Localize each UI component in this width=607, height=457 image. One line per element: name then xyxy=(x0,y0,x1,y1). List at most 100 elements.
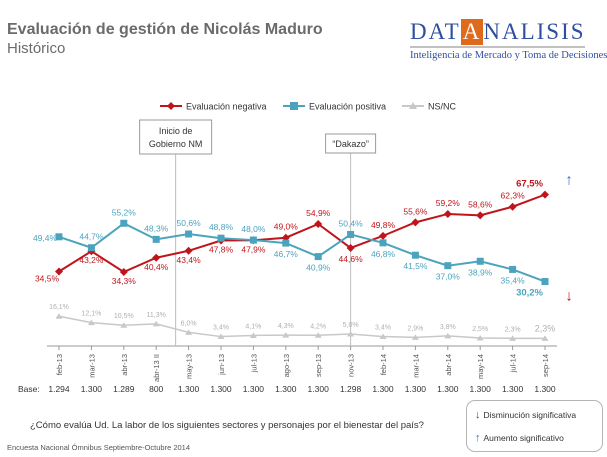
data-point xyxy=(185,329,193,335)
data-label: 34,5% xyxy=(35,274,60,284)
data-point xyxy=(443,209,452,218)
data-label: 48,3% xyxy=(144,223,169,233)
base-value: 1.300 xyxy=(243,384,265,394)
series-line xyxy=(58,222,546,283)
data-label: 12,1% xyxy=(81,311,101,318)
data-label: 48,8% xyxy=(209,222,234,232)
data-point xyxy=(119,267,128,276)
data-point xyxy=(476,335,484,341)
arrow-up-icon: ↑ xyxy=(565,172,573,189)
data-label: 47,8% xyxy=(209,245,234,255)
data-label: 4,2% xyxy=(310,323,326,330)
data-label: 40,4% xyxy=(144,262,169,272)
sig-up-row: ↑ Aumento significativo xyxy=(475,432,564,444)
legend-marker xyxy=(409,102,417,109)
data-point xyxy=(87,244,95,252)
data-label: 44,6% xyxy=(339,254,364,264)
data-point xyxy=(185,230,193,238)
data-label: 48,0% xyxy=(241,224,266,234)
legend-label: Evaluación negativa xyxy=(186,102,267,112)
data-point xyxy=(379,239,387,247)
data-label: 49,8% xyxy=(371,220,396,230)
x-tick-label: jul-13 xyxy=(249,354,258,373)
data-label: 16,1% xyxy=(49,304,69,311)
logo-divider xyxy=(410,46,585,48)
data-label: 2,9% xyxy=(407,325,423,332)
x-tick-label: may-13 xyxy=(185,354,194,379)
data-point xyxy=(249,236,257,244)
legend-label: Evaluación positiva xyxy=(309,102,386,112)
x-tick-label: abr-13 xyxy=(120,354,129,376)
x-tick-label: ago-13 xyxy=(282,354,291,377)
x-tick-label: sep-13 xyxy=(314,354,323,377)
data-point xyxy=(120,322,128,328)
evaluation-chart: feb-13 mar-13 abr-13 abr-13 II may-13 jun-13 j… xyxy=(18,102,573,395)
annotation-text: “Dakazo” xyxy=(332,139,369,149)
data-label: 46,7% xyxy=(274,249,299,259)
x-tick-label: feb-13 xyxy=(55,354,64,375)
base-value: 1.298 xyxy=(340,384,362,394)
base-value: 800 xyxy=(149,384,163,394)
bases-label: Base: xyxy=(18,384,40,394)
x-tick-label: abr-14 xyxy=(444,354,453,376)
data-label: 2,3% xyxy=(535,323,556,333)
data-point xyxy=(509,335,517,341)
data-label: 47,9% xyxy=(241,244,266,254)
legend-marker xyxy=(290,102,298,110)
data-point xyxy=(444,332,452,339)
annotation-box xyxy=(139,119,213,155)
x-tick-label: mar-13 xyxy=(87,354,96,378)
data-point xyxy=(152,235,160,243)
data-point xyxy=(379,333,387,340)
base-value: 1.300 xyxy=(470,384,492,394)
data-point xyxy=(152,253,161,262)
data-label: 43,2% xyxy=(79,255,104,265)
data-label: 67,5% xyxy=(516,179,543,190)
data-label: 30,2% xyxy=(516,288,543,299)
data-label: 10,5% xyxy=(114,313,134,320)
data-point xyxy=(346,243,355,252)
data-point xyxy=(184,246,193,255)
arrow-down-icon: ↓ xyxy=(565,288,573,305)
legend-label: NS/NC xyxy=(428,102,457,112)
data-point xyxy=(444,262,452,270)
data-label: 49,0% xyxy=(274,222,299,232)
data-label: 59,2% xyxy=(436,198,461,208)
data-label: 3,4% xyxy=(213,325,229,332)
annotation-box xyxy=(325,133,377,154)
base-value: 1.300 xyxy=(210,384,232,394)
base-value: 1.300 xyxy=(437,384,459,394)
x-tick-label: sep-14 xyxy=(541,354,550,377)
logo-text-highlight: A xyxy=(460,19,484,45)
data-label: 46,8% xyxy=(371,249,396,259)
annotation-text: Inicio de xyxy=(159,126,193,136)
data-label: 58,6% xyxy=(468,199,493,209)
data-point xyxy=(541,190,549,199)
series-line xyxy=(58,315,545,340)
page-title: Evaluación de gestión de Nicolás Maduro xyxy=(7,21,323,38)
data-point xyxy=(508,202,517,211)
logo-text-end: NALISIS xyxy=(483,19,586,44)
x-tick-label: jun-13 xyxy=(217,354,226,376)
base-value: 1.300 xyxy=(178,384,200,394)
x-tick-label: mar-14 xyxy=(411,354,420,378)
x-tick-label: abr-13 II xyxy=(152,354,161,382)
data-point xyxy=(314,332,322,338)
significance-legend: ↓ Disminución significativa ↑ Aumento sign… xyxy=(466,400,603,452)
x-tick-label: feb-14 xyxy=(379,354,388,375)
data-label: 6,0% xyxy=(181,320,197,327)
data-label: 54,9% xyxy=(306,208,331,218)
data-label: 35,4% xyxy=(501,275,526,285)
data-point xyxy=(120,219,128,227)
base-value: 1.300 xyxy=(372,384,394,394)
data-label: 38,9% xyxy=(468,267,493,277)
data-label: 2,3% xyxy=(505,326,521,333)
data-point xyxy=(411,251,419,259)
base-value: 1.300 xyxy=(534,384,556,394)
data-label: 34,3% xyxy=(112,276,137,286)
data-point xyxy=(379,231,387,240)
sig-down-label: Disminución significativa xyxy=(483,410,577,420)
x-tick-label: jul-14 xyxy=(509,354,518,373)
base-value: 1.300 xyxy=(308,384,330,394)
arrow-down-icon: ↓ xyxy=(475,409,481,421)
